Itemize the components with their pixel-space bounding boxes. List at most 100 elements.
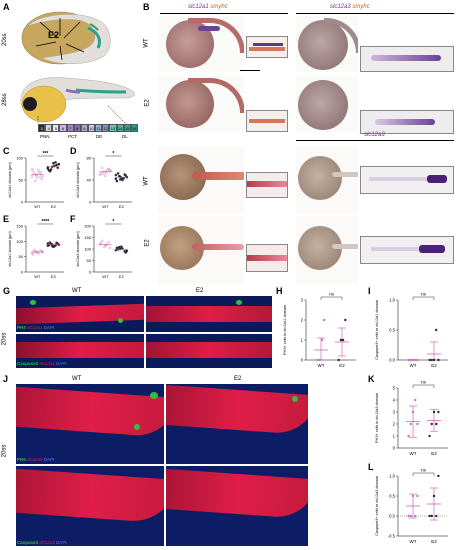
j-row2-legend: Caspase3 slc12a3 DAPI	[17, 540, 67, 545]
significance-label: *	[112, 219, 114, 225]
y-tick-label: 0	[89, 270, 92, 275]
y-tick-label: 1	[393, 434, 396, 439]
y-axis-label: PH3+ cells in slc12a1 domain	[283, 305, 287, 355]
y-tick-label: 1	[301, 338, 304, 343]
segment-cell: 16	[130, 124, 138, 132]
data-point	[36, 176, 39, 180]
data-point	[54, 161, 57, 164]
embryo-e2-slc12a1-28ss	[158, 216, 244, 284]
x-tick-label: E2	[51, 204, 57, 209]
x-tick-label: E2	[431, 451, 437, 456]
y-tick-label: 1.0	[389, 474, 395, 479]
data-point	[316, 358, 319, 362]
y-tick-label: 0.5	[389, 328, 395, 333]
data-point	[105, 170, 108, 174]
data-point	[344, 318, 347, 322]
data-point	[122, 177, 125, 180]
j-row1-ph3: PH3	[17, 457, 26, 462]
y-tick-label: 0	[21, 200, 24, 205]
g-row2-legend: Caspase3 slc12a1 DAPI	[17, 361, 67, 366]
data-point	[104, 174, 107, 177]
data-point	[409, 358, 412, 362]
data-point	[428, 358, 431, 362]
g-row2-caspase3: Caspase3	[17, 361, 39, 366]
data-point	[339, 338, 343, 342]
y-tick-label: 150	[16, 224, 23, 229]
row-label-e2-1: E2	[144, 99, 151, 107]
j-wt-caspase-image	[16, 466, 164, 546]
data-point	[105, 243, 108, 247]
panel-b-header-left: slc12a1 smyhc	[188, 4, 228, 10]
significance-label: ns	[421, 380, 427, 385]
data-point	[107, 240, 111, 244]
dot-chart-k: 5 4 3 2 1 0 PH3+ cells in slc12a3 domain WT E2 ns	[375, 380, 448, 456]
data-point	[49, 168, 53, 171]
scatter-chart-f: 200 150 100 50 0 slc12a3 domain (µm) WT E2 *	[76, 219, 132, 279]
y-tick-label: 200	[84, 224, 91, 229]
panel-label-k: K	[368, 374, 375, 384]
data-point	[411, 410, 415, 414]
inset-e2-slc12a3-20ss	[360, 110, 454, 134]
data-point	[33, 250, 37, 253]
j-row1-dapi: DAPI	[43, 457, 55, 462]
significance-label: ***	[42, 151, 48, 157]
gene-slc12a3-label: slc12a3	[330, 4, 351, 10]
y-tick-label: 3	[393, 410, 396, 415]
data-point	[31, 252, 35, 256]
data-point	[437, 474, 440, 478]
data-point	[409, 514, 412, 518]
data-point	[55, 241, 58, 245]
y-tick-label: 0.0	[389, 514, 395, 519]
inset-e2-slc12a1-20ss	[246, 110, 288, 132]
row-label-wt-2: WT	[143, 176, 150, 186]
g-row2-dapi: DAPI	[56, 361, 67, 366]
embryo-28ss-illustration	[20, 77, 135, 123]
stage-label-20ss: 20ss	[2, 33, 8, 46]
g-row2-slc12a1: slc12a1	[39, 361, 55, 366]
y-tick-label: 50	[87, 258, 92, 263]
data-point	[32, 248, 36, 252]
y-tick-label: 0	[89, 200, 92, 205]
x-tick-label: E2	[431, 539, 437, 544]
y-tick-label: 5	[393, 386, 396, 391]
y-axis-label: slc12a1 domain (µm)	[8, 162, 12, 198]
data-point	[414, 514, 417, 518]
y-tick-label: 150	[84, 235, 91, 240]
data-point	[414, 358, 417, 362]
y-tick-label: 0	[301, 358, 304, 363]
y-tick-label: 100	[16, 239, 23, 244]
segment-cell: 3	[38, 124, 46, 132]
data-point	[407, 358, 410, 362]
y-axis-label: slc12a3 domain (µm)	[76, 162, 80, 198]
data-point	[428, 434, 431, 438]
data-point	[437, 410, 440, 414]
gene-smyhc-label-2: smyhc	[352, 4, 370, 10]
g-e2-ph3-image	[146, 296, 272, 332]
y-axis-label: slc12a1 domain (µm)	[8, 231, 12, 267]
data-point	[432, 410, 436, 414]
gene-slc12a1-label: slc12a1	[188, 4, 209, 10]
y-tick-label: 40	[87, 178, 92, 183]
row-label-wt-1: WT	[143, 38, 150, 48]
dot-chart-i: 1.0 0.5 0.0 Caspase3+ cells in slc12a1 doma…	[375, 292, 448, 368]
data-point	[40, 177, 44, 181]
data-point	[117, 245, 121, 249]
panel-label-j: J	[3, 374, 9, 384]
data-point	[125, 249, 129, 253]
gene-slc12a3-28ss-label: slc12a3	[364, 132, 385, 138]
y-tick-label: 3	[301, 298, 304, 303]
y-tick-label: 100	[16, 156, 23, 161]
data-point	[432, 494, 436, 498]
segment-cell: 15	[123, 124, 131, 132]
panel-label-f: F	[70, 214, 76, 224]
segment-cell: 11	[95, 124, 103, 132]
data-point	[435, 514, 438, 518]
y-tick-label: 1.0	[389, 298, 395, 303]
g-row1-slc12a1: slc12a1	[27, 325, 43, 330]
embryo-wt-slc12a3-28ss	[296, 146, 358, 214]
x-tick-label: WT	[410, 539, 417, 544]
data-point	[38, 170, 41, 174]
embryo-20ss-illustration	[21, 11, 111, 65]
panel-label-l: L	[368, 462, 374, 472]
y-tick-label: 50	[19, 178, 24, 183]
